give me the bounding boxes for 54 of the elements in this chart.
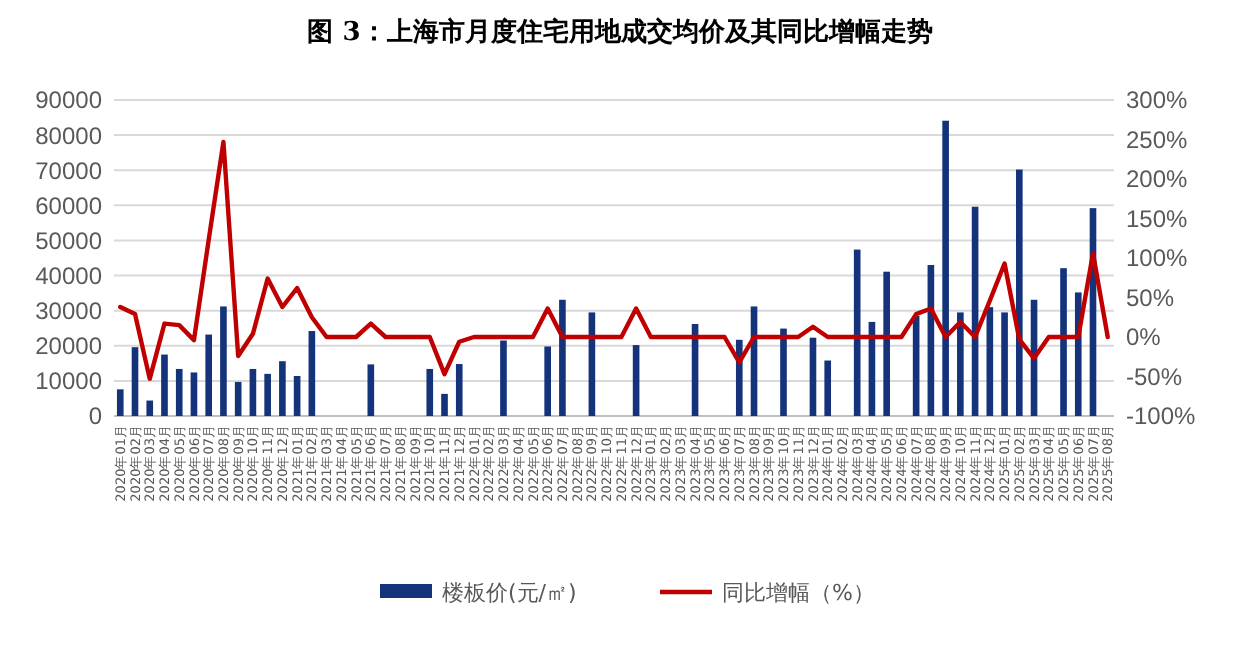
bar bbox=[942, 120, 949, 416]
bar bbox=[249, 368, 257, 416]
bar bbox=[190, 372, 198, 416]
bar bbox=[426, 368, 434, 416]
bar bbox=[116, 389, 124, 416]
y2-tick-label: -50% bbox=[1126, 362, 1183, 391]
y2-tick-label: 300% bbox=[1126, 86, 1189, 115]
bar bbox=[500, 340, 507, 416]
bar bbox=[175, 368, 183, 416]
y2-tick-label: 250% bbox=[1126, 125, 1189, 154]
y-tick-label: 70000 bbox=[35, 156, 103, 185]
bar bbox=[131, 347, 139, 416]
y-tick-label: 60000 bbox=[35, 191, 103, 220]
bar bbox=[824, 360, 832, 416]
y-tick-label: 30000 bbox=[35, 297, 103, 326]
y-tick-label: 90000 bbox=[35, 86, 103, 115]
bar bbox=[279, 361, 286, 416]
bar bbox=[205, 334, 213, 416]
bar bbox=[544, 346, 551, 416]
bar bbox=[1001, 312, 1008, 416]
bar bbox=[308, 331, 316, 416]
bar bbox=[146, 400, 154, 416]
legend-label: 同比增幅（%） bbox=[722, 579, 875, 606]
bar bbox=[559, 299, 566, 416]
y2-tick-label: 100% bbox=[1126, 244, 1189, 273]
bar bbox=[293, 375, 301, 416]
y-tick-label: 10000 bbox=[35, 367, 103, 396]
bar bbox=[234, 381, 242, 416]
bar bbox=[161, 354, 168, 416]
y2-tick-label: -100% bbox=[1126, 402, 1197, 431]
y-tick-label: 80000 bbox=[35, 121, 103, 150]
y-tick-label: 40000 bbox=[35, 261, 103, 290]
y-tick-label: 50000 bbox=[35, 226, 103, 255]
y2-tick-label: 50% bbox=[1126, 283, 1175, 312]
chart-title: 图 3：上海市月度住宅用地成交均价及其同比增幅走势 bbox=[307, 16, 933, 48]
bar bbox=[264, 373, 271, 416]
line-series bbox=[118, 139, 1110, 382]
bar bbox=[1060, 268, 1067, 416]
bar bbox=[455, 364, 463, 416]
y2-tick-label: 150% bbox=[1126, 204, 1189, 233]
y2-tick-label: 200% bbox=[1126, 165, 1189, 194]
y-tick-label: 20000 bbox=[35, 332, 103, 361]
bar bbox=[220, 306, 227, 416]
bar bbox=[809, 337, 817, 416]
legend-label: 楼板价(元/㎡) bbox=[442, 579, 577, 606]
y-tick-label: 0 bbox=[88, 402, 103, 431]
bar bbox=[632, 345, 640, 416]
bar bbox=[441, 393, 448, 416]
bar bbox=[957, 312, 964, 416]
y2-tick-label: 0% bbox=[1126, 323, 1162, 352]
bar bbox=[780, 328, 787, 416]
bar bbox=[367, 364, 375, 416]
bar bbox=[1015, 169, 1023, 416]
bar bbox=[883, 271, 890, 416]
